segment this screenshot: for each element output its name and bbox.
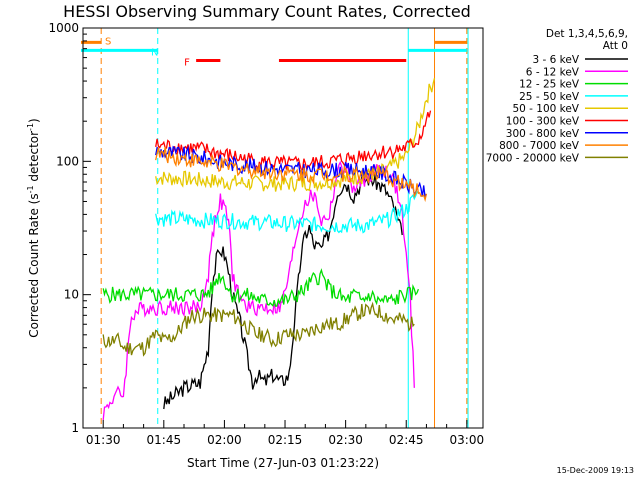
legend-header-line-2: Att 0	[603, 40, 628, 52]
legend-label-5: 100 - 300 keV	[506, 116, 580, 128]
legend-label-4: 50 - 100 keV	[512, 103, 579, 115]
flag-label-S: S	[105, 36, 111, 47]
series-line-7	[155, 146, 428, 203]
y-axis: 1 10 100 1000	[48, 21, 91, 435]
series-line-8	[102, 301, 415, 357]
flag-bars: S N F	[80, 36, 467, 69]
generation-timestamp: 15-Dec-2009 19:13	[557, 466, 634, 475]
x-axis-label: Start Time (27-Jun-03 01:23:22)	[187, 456, 379, 470]
y-tick-label-0: 1	[71, 421, 79, 435]
series-line-4	[155, 78, 436, 193]
y-label-part-2: detector	[27, 131, 41, 186]
plot-frame	[82, 27, 484, 429]
y-tick-label-2: 100	[56, 154, 79, 168]
y-label-sup-1: -1	[26, 185, 35, 193]
flag-label-F: F	[184, 58, 190, 69]
y-label-part-1: Corrected Count Rate (s	[27, 193, 41, 337]
y-tick-label-1: 10	[64, 288, 79, 302]
legend-label-8: 7000 - 20000 keV	[486, 152, 580, 164]
x-tick-label-2: 02:00	[207, 433, 242, 447]
time-marker-lines	[100, 28, 469, 428]
y-tick-label-3: 1000	[48, 21, 79, 35]
x-tick-label-6: 03:00	[450, 433, 485, 447]
legend-label-2: 12 - 25 keV	[519, 79, 580, 91]
legend-label-3: 25 - 50 keV	[519, 91, 580, 103]
x-tick-label-5: 02:45	[389, 433, 424, 447]
x-axis: 01:30 01:45 02:00 02:15 02:30 02:45 03:00	[82, 420, 485, 447]
legend-label-6: 300 - 800 keV	[506, 128, 580, 140]
legend-header-line-1: Det 1,3,4,5,6,9,	[546, 28, 628, 40]
series-line-5	[155, 110, 432, 172]
y-axis-label: Corrected Count Rate (s-1 detector-1)	[26, 118, 41, 337]
y-label-sup-2: -1	[26, 123, 35, 131]
x-tick-label-0: 01:30	[86, 433, 121, 447]
chart-title: HESSI Observing Summary Count Rates, Cor…	[63, 2, 471, 21]
series-line-3	[155, 190, 419, 234]
legend-label-1: 6 - 12 keV	[526, 66, 580, 78]
series-line-0	[163, 172, 403, 410]
series-line-2	[102, 268, 420, 307]
series-line-1	[102, 160, 415, 421]
legend-label-7: 800 - 7000 keV	[499, 140, 580, 152]
legend-label-0: 3 - 6 keV	[532, 54, 579, 66]
flag-label-N: N	[151, 47, 158, 58]
x-tick-label-3: 02:15	[268, 433, 303, 447]
y-label-part-3: )	[27, 118, 41, 123]
x-tick-label-4: 02:30	[328, 433, 363, 447]
series-group	[102, 78, 436, 421]
x-tick-label-1: 01:45	[147, 433, 182, 447]
